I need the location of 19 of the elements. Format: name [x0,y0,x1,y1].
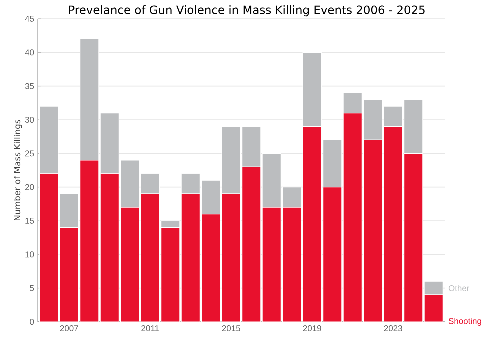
y-tick-label: 10 [26,252,34,258]
y-tick-label: 40 [25,50,34,56]
y-tick-label: 45 [25,16,34,22]
y-tick-label: 30 [25,117,34,123]
y-tick-label: 0 [30,319,34,325]
y-tick-label: 25 [25,150,34,157]
x-tick-label: 2011 [142,326,160,332]
y-tick-label: 20 [25,184,34,190]
y-tick-label: 15 [26,218,34,224]
chart-title: Prevelance of Gun Violence in Mass Killing Events 2006 - 2025 [69,6,425,17]
x-tick-label: 2007 [60,326,78,332]
x-tick-label: 2023 [384,326,402,332]
y-tick-label: 5 [30,285,34,292]
x-tick-label: 2015 [222,326,240,332]
series-label: Other [448,285,470,292]
series-label: Shooting [448,318,482,326]
y-axis-title: Number of Mass Killings [14,120,22,221]
y-tick-label: 35 [25,83,34,90]
x-tick-label: 2019 [303,326,322,332]
